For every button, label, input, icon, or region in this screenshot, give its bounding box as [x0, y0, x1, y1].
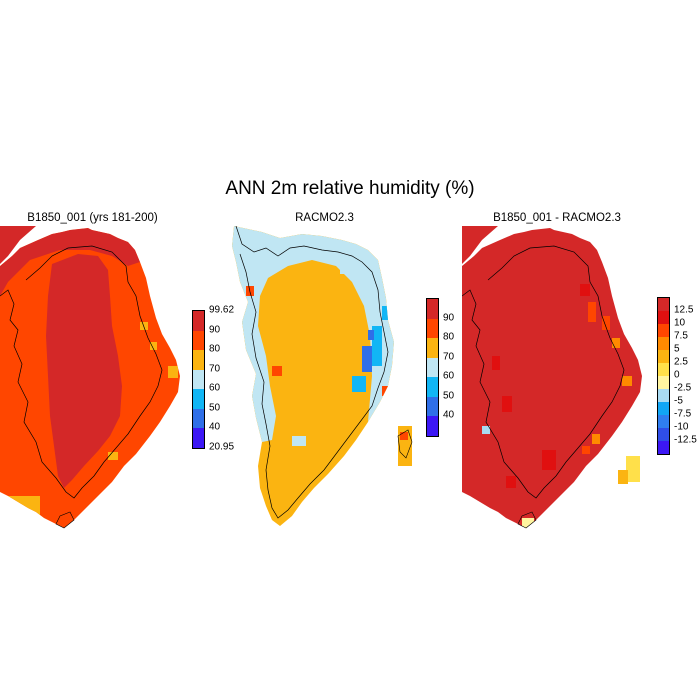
panel-2-title: RACMO2.3: [295, 212, 354, 224]
colorbar-tick-label: -5: [674, 395, 683, 407]
colorbar-segment: [193, 350, 204, 370]
colorbar-segment: [193, 408, 204, 428]
colorbar-segment: [427, 416, 438, 436]
colorbar-segment: [427, 377, 438, 397]
colorbar-segment: [658, 428, 669, 441]
colorbar-segment: [193, 389, 204, 409]
panel-3-title: B1850_001 - RACMO2.3: [493, 212, 621, 224]
colorbar-segment: [427, 299, 438, 319]
colorbar-tick-label: 90: [443, 312, 455, 323]
colorbar-tick-label: 99.62: [209, 304, 235, 316]
colorbar-box: [192, 310, 205, 449]
colorbar-tick-label: -7.5: [674, 408, 692, 420]
colorbar-tick-label: 5: [674, 343, 680, 355]
colorbar-tick-label: 60: [443, 370, 455, 382]
colorbar-tick-label: 12.5: [674, 304, 694, 316]
colorbar-tick-label: 60: [209, 382, 221, 394]
colorbar-tick-label: 7.5: [674, 330, 688, 342]
panel-1-title: B1850_001 (yrs 181-200): [27, 212, 158, 224]
colorbar-segment: [658, 363, 669, 376]
panel-1-map: [0, 226, 180, 529]
panel-2-field: [232, 226, 394, 526]
colorbar-segment: [427, 396, 438, 416]
colorbar-tick-label: 70: [209, 363, 221, 374]
panel-3-map: [462, 226, 642, 529]
colorbar-tick-label: 50: [443, 390, 455, 401]
colorbar-segment: [658, 389, 669, 402]
colorbar-segment: [658, 298, 669, 311]
colorbar-segment: [658, 402, 669, 415]
colorbar-tick-label: 40: [209, 421, 221, 433]
colorbar-segment: [427, 338, 438, 358]
colorbar-tick-label: -10: [674, 421, 689, 433]
colorbar-tick-label: 50: [209, 402, 221, 413]
colorbar-segment: [193, 330, 204, 350]
panel-3-field: [462, 228, 642, 528]
colorbar-segment: [193, 311, 204, 331]
colorbar-tick-label: 40: [443, 409, 455, 421]
colorbar-tick-label: 10: [674, 317, 686, 329]
colorbar-tick-label: 20.95: [209, 441, 235, 452]
colorbar-segment: [193, 428, 204, 448]
colorbar-segment: [658, 415, 669, 428]
colorbar-tick-label: 90: [209, 324, 221, 335]
colorbar-tick-label: 80: [209, 343, 221, 355]
colorbar-segment: [658, 337, 669, 350]
colorbar-segment: [658, 350, 669, 363]
colorbar-segment: [658, 441, 669, 454]
colorbar-tick-label: 70: [443, 351, 455, 362]
figure-title: ANN 2m relative humidity (%): [225, 178, 475, 199]
colorbar-box: [426, 298, 439, 437]
colorbar-tick-label: 80: [443, 331, 455, 343]
colorbar-segment: [658, 376, 669, 389]
colorbar-segment: [193, 369, 204, 389]
colorbar-segment: [427, 318, 438, 338]
colorbar-tick-label: 0: [674, 369, 680, 381]
colorbar-segment: [658, 311, 669, 324]
colorbar-tick-label: -12.5: [674, 434, 697, 446]
colorbar-segment: [658, 324, 669, 337]
colorbar-tick-label: 2.5: [674, 356, 688, 368]
colorbar-box: [657, 297, 670, 455]
colorbar-tick-label: -2.5: [674, 382, 692, 394]
panel-1-field: [0, 228, 180, 528]
colorbar-segment: [427, 357, 438, 377]
panel-2-map: [232, 226, 413, 526]
